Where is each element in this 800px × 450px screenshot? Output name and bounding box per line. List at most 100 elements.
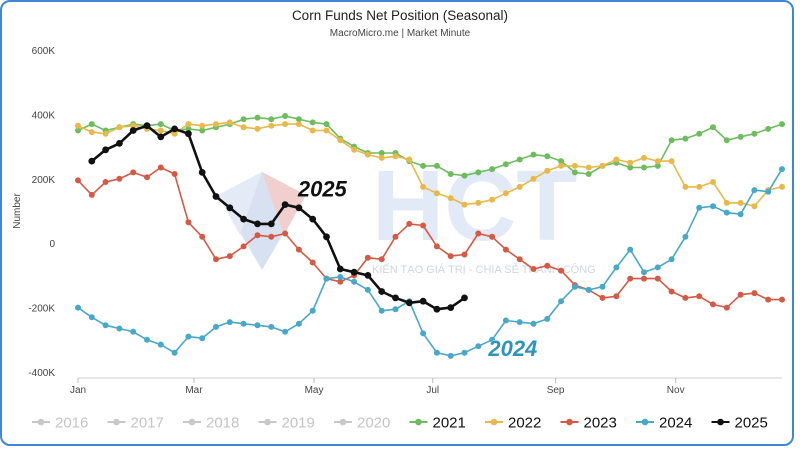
data-point[interactable] (489, 233, 496, 240)
data-point[interactable] (654, 158, 661, 165)
data-point[interactable] (337, 137, 344, 144)
data-point[interactable] (682, 233, 689, 240)
data-point[interactable] (516, 319, 523, 326)
data-point[interactable] (779, 166, 785, 173)
data-point[interactable] (323, 121, 330, 128)
data-point[interactable] (765, 125, 772, 132)
data-point[interactable] (157, 164, 164, 171)
data-point[interactable] (116, 175, 123, 182)
data-point[interactable] (516, 156, 523, 163)
data-point[interactable] (378, 154, 385, 161)
data-point[interactable] (668, 137, 675, 144)
data-point[interactable] (102, 130, 109, 137)
data-point[interactable] (88, 129, 95, 136)
data-point[interactable] (599, 162, 606, 169)
data-point[interactable] (116, 124, 123, 131)
data-point[interactable] (737, 211, 744, 218)
data-point[interactable] (267, 220, 275, 228)
data-point[interactable] (516, 256, 523, 263)
data-point[interactable] (88, 314, 95, 321)
data-point[interactable] (226, 204, 234, 212)
data-point[interactable] (185, 130, 192, 138)
data-point[interactable] (405, 299, 413, 307)
data-point[interactable] (447, 304, 455, 311)
data-point[interactable] (143, 122, 151, 130)
data-point[interactable] (571, 169, 578, 176)
data-point[interactable] (461, 251, 468, 258)
data-point[interactable] (668, 288, 675, 295)
data-point[interactable] (213, 323, 219, 330)
data-point[interactable] (226, 253, 233, 260)
data-point[interactable] (130, 169, 137, 176)
data-point[interactable] (654, 264, 661, 271)
data-point[interactable] (157, 127, 164, 134)
data-point[interactable] (116, 140, 123, 147)
data-point[interactable] (682, 183, 689, 190)
data-point[interactable] (130, 328, 137, 335)
data-point[interactable] (268, 323, 275, 330)
data-point[interactable] (710, 179, 716, 185)
data-point[interactable] (364, 151, 371, 158)
data-point[interactable] (433, 190, 440, 197)
data-point[interactable] (530, 175, 537, 182)
data-point[interactable] (282, 121, 289, 128)
data-point[interactable] (613, 156, 620, 163)
data-point[interactable] (254, 220, 261, 228)
data-point[interactable] (171, 125, 179, 133)
data-point[interactable] (571, 283, 578, 290)
data-point[interactable] (419, 297, 427, 305)
data-point[interactable] (475, 169, 482, 176)
data-point[interactable] (475, 343, 482, 350)
data-point[interactable] (433, 305, 441, 313)
data-point[interactable] (530, 266, 537, 272)
data-point[interactable] (558, 267, 565, 274)
data-point[interactable] (447, 171, 454, 177)
data-point[interactable] (254, 125, 261, 132)
data-point[interactable] (696, 204, 703, 211)
data-point[interactable] (392, 153, 399, 160)
data-point[interactable] (723, 137, 730, 144)
data-point[interactable] (144, 174, 150, 181)
data-point[interactable] (254, 114, 261, 121)
data-point[interactable] (378, 150, 385, 156)
data-point[interactable] (751, 290, 758, 297)
data-point[interactable] (585, 171, 592, 177)
legend-item-2022[interactable]: 2022 (485, 415, 541, 432)
data-point[interactable] (309, 259, 316, 266)
data-point[interactable] (337, 274, 344, 280)
data-point[interactable] (282, 113, 289, 119)
data-point[interactable] (461, 201, 468, 208)
data-point[interactable] (530, 151, 537, 158)
data-point[interactable] (737, 199, 744, 206)
legend-item-2016[interactable]: 2016 (32, 415, 88, 432)
data-point[interactable] (240, 320, 247, 327)
data-point[interactable] (641, 164, 647, 171)
data-point[interactable] (613, 264, 620, 271)
data-point[interactable] (199, 122, 206, 129)
data-point[interactable] (599, 283, 606, 290)
data-point[interactable] (281, 201, 289, 209)
data-point[interactable] (779, 121, 785, 128)
data-point[interactable] (558, 162, 565, 169)
data-point[interactable] (282, 230, 289, 237)
data-point[interactable] (571, 162, 578, 169)
legend-item-2021[interactable]: 2021 (409, 415, 466, 432)
data-point[interactable] (282, 328, 289, 335)
data-point[interactable] (433, 349, 440, 356)
data-point[interactable] (130, 122, 137, 129)
data-point[interactable] (475, 199, 482, 206)
data-point[interactable] (309, 307, 316, 314)
data-point[interactable] (171, 171, 178, 177)
data-point[interactable] (420, 222, 427, 229)
data-point[interactable] (268, 116, 275, 123)
data-point[interactable] (323, 233, 330, 241)
data-point[interactable] (558, 298, 565, 305)
data-point[interactable] (88, 121, 95, 128)
data-point[interactable] (378, 256, 385, 263)
data-point[interactable] (751, 130, 758, 137)
data-point[interactable] (461, 349, 468, 356)
legend-item-2017[interactable]: 2017 (107, 415, 164, 432)
data-point[interactable] (723, 199, 730, 206)
data-point[interactable] (129, 127, 137, 134)
data-point[interactable] (254, 322, 261, 329)
